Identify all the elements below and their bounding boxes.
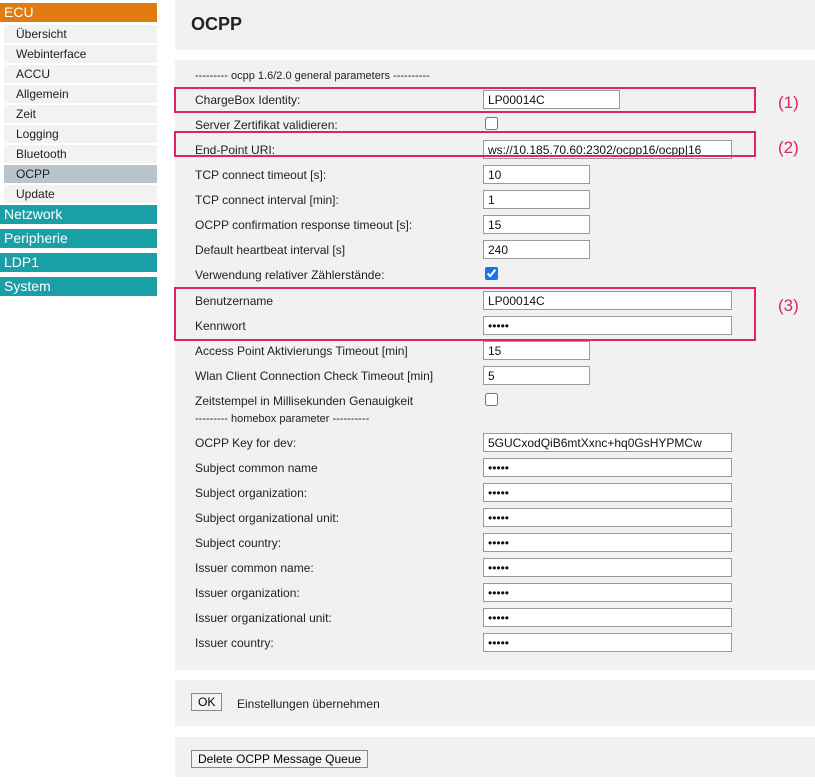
- apply-label: Einstellungen übernehmen: [237, 697, 380, 711]
- field-label: Access Point Aktivierungs Timeout [min]: [195, 344, 408, 358]
- field-checkbox[interactable]: [485, 393, 498, 406]
- sidebar-group-ecu[interactable]: ECU: [0, 3, 157, 22]
- field-label: Zeitstempel in Millisekunden Genauigkeit: [195, 394, 414, 408]
- field-input[interactable]: •••••: [483, 633, 732, 652]
- field-input[interactable]: LP00014C: [483, 291, 732, 310]
- field-label: Kennwort: [195, 319, 246, 333]
- field-input[interactable]: ws://10.185.70.60:2302/ocpp16/ocpp|16: [483, 140, 732, 159]
- field-label: TCP connect interval [min]:: [195, 193, 339, 207]
- field-input[interactable]: •••••: [483, 483, 732, 502]
- sidebar: ECU Übersicht Webinterface ACCU Allgemein Ze…: [0, 3, 157, 301]
- field-label: Benutzername: [195, 294, 274, 308]
- highlight-box-3: [174, 287, 756, 341]
- field-checkbox[interactable]: [485, 117, 498, 130]
- field-row: Subject organizational unit: •••••: [195, 507, 795, 529]
- field-row: OCPP confirmation response timeout [s]: 1…: [195, 214, 795, 236]
- sidebar-item-webinterface[interactable]: Webinterface: [4, 45, 157, 63]
- section-homebox-header: --------- homebox parameter ----------: [195, 413, 370, 425]
- apply-bar: OK Einstellungen übernehmen: [175, 680, 815, 726]
- field-label: Wlan Client Connection Check Timeout [mi…: [195, 369, 434, 383]
- field-row: Issuer common name: •••••: [195, 557, 795, 579]
- sidebar-group-peripherie[interactable]: Peripherie: [0, 229, 157, 248]
- field-row: Default heartbeat interval [s] 240: [195, 239, 795, 261]
- sidebar-item-übersicht[interactable]: Übersicht: [4, 25, 157, 43]
- field-label: TCP connect timeout [s]:: [195, 168, 327, 182]
- field-row: Issuer organizational unit: •••••: [195, 607, 795, 629]
- section-general-header: --------- ocpp 1.6/2.0 general parameter…: [195, 70, 430, 82]
- field-row: Subject country: •••••: [195, 532, 795, 554]
- field-input[interactable]: •••••: [483, 608, 732, 627]
- highlight-box-2: [174, 131, 756, 157]
- field-input[interactable]: •••••: [483, 533, 732, 552]
- field-input[interactable]: 5GUCxodQiB6mtXxnc+hq0GsHYPMCw: [483, 433, 732, 452]
- delete-queue-button[interactable]: Delete OCPP Message Queue: [191, 750, 369, 768]
- field-label: Subject organization:: [195, 486, 308, 500]
- field-row: Issuer country: •••••: [195, 632, 795, 654]
- field-row: Access Point Aktivierungs Timeout [min] 1…: [195, 340, 795, 362]
- field-row: Zeitstempel in Millisekunden Genauigkeit: [195, 390, 795, 412]
- field-input[interactable]: 240: [483, 240, 590, 259]
- page-title: OCPP: [191, 14, 243, 34]
- field-label: OCPP confirmation response timeout [s]:: [195, 218, 413, 232]
- queue-bar: Delete OCPP Message Queue: [175, 737, 815, 777]
- field-label: End-Point URI:: [195, 143, 276, 157]
- field-input[interactable]: 15: [483, 215, 590, 234]
- sidebar-item-allgemein[interactable]: Allgemein: [4, 85, 157, 103]
- field-label: Issuer organization:: [195, 586, 300, 600]
- field-row: OCPP Key for dev: 5GUCxodQiB6mtXxnc+hq0Gs…: [195, 432, 795, 454]
- field-checkbox[interactable]: [485, 267, 498, 280]
- sidebar-group-system[interactable]: System: [0, 277, 157, 296]
- sidebar-item-update[interactable]: Update: [4, 185, 157, 203]
- field-row: Verwendung relativer Zählerstände:: [195, 264, 795, 286]
- field-row: Issuer organization: •••••: [195, 582, 795, 604]
- field-label: Issuer organizational unit:: [195, 611, 332, 625]
- ok-button[interactable]: OK: [191, 693, 223, 711]
- sidebar-item-logging[interactable]: Logging: [4, 125, 157, 143]
- field-label: Issuer country:: [195, 636, 274, 650]
- sidebar-item-bluetooth[interactable]: Bluetooth: [4, 145, 157, 163]
- field-row: Kennwort •••••: [195, 315, 795, 337]
- field-row: Subject organization: •••••: [195, 482, 795, 504]
- field-row: TCP connect timeout [s]: 10: [195, 164, 795, 186]
- annotation-2: (2): [778, 138, 799, 157]
- field-input[interactable]: •••••: [483, 583, 732, 602]
- field-label: Issuer common name:: [195, 561, 314, 575]
- field-label: Server Zertifikat validieren:: [195, 118, 338, 132]
- highlight-box-1: [174, 87, 756, 113]
- field-row: Server Zertifikat validieren:: [195, 114, 795, 136]
- field-label: Subject common name: [195, 461, 318, 475]
- field-row: Wlan Client Connection Check Timeout [mi…: [195, 365, 795, 387]
- field-input[interactable]: •••••: [483, 508, 732, 527]
- field-row: Benutzername LP00014C: [195, 290, 795, 312]
- field-row: TCP connect interval [min]: 1: [195, 189, 795, 211]
- sidebar-group-netzwork[interactable]: Netzwork: [0, 205, 157, 224]
- sidebar-item-accu[interactable]: ACCU: [4, 65, 157, 83]
- field-input[interactable]: •••••: [483, 558, 732, 577]
- field-row: Subject common name •••••: [195, 457, 795, 479]
- field-row: End-Point URI: ws://10.185.70.60:2302/ocp…: [195, 139, 795, 161]
- page-header: OCPP: [175, 0, 815, 50]
- field-label: Verwendung relativer Zählerstände:: [195, 268, 385, 282]
- sidebar-item-ocpp[interactable]: OCPP: [4, 165, 157, 183]
- field-input[interactable]: LP00014C: [483, 90, 620, 109]
- field-input[interactable]: 1: [483, 190, 590, 209]
- field-label: ChargeBox Identity:: [195, 93, 301, 107]
- field-input[interactable]: 5: [483, 366, 590, 385]
- sidebar-group-ldp1[interactable]: LDP1: [0, 253, 157, 272]
- field-input[interactable]: 15: [483, 341, 590, 360]
- field-label: Default heartbeat interval [s]: [195, 243, 346, 257]
- field-label: OCPP Key for dev:: [195, 436, 297, 450]
- field-label: Subject organizational unit:: [195, 511, 340, 525]
- field-row: ChargeBox Identity: LP00014C: [195, 89, 795, 111]
- sidebar-item-zeit[interactable]: Zeit: [4, 105, 157, 123]
- field-label: Subject country:: [195, 536, 282, 550]
- field-input[interactable]: •••••: [483, 316, 732, 335]
- annotation-3: (3): [778, 296, 799, 315]
- annotation-1: (1): [778, 93, 799, 112]
- settings-panel: --------- ocpp 1.6/2.0 general parameter…: [175, 60, 815, 670]
- field-input[interactable]: •••••: [483, 458, 732, 477]
- field-input[interactable]: 10: [483, 165, 590, 184]
